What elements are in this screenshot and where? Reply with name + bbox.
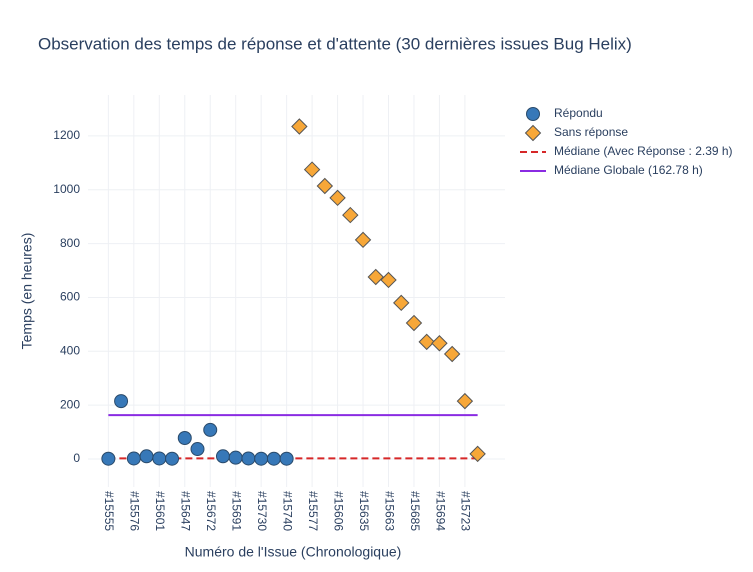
y-tick-label: 0 (73, 451, 80, 465)
point (177, 431, 192, 445)
point (469, 445, 486, 463)
point (126, 451, 141, 466)
legend-symbol (524, 124, 542, 142)
y-tick-label: 400 (60, 343, 80, 357)
point (152, 451, 167, 466)
x-tick-label: #15694 (433, 491, 447, 531)
point (190, 442, 205, 457)
point (266, 451, 281, 466)
point (279, 451, 294, 466)
point (114, 394, 129, 409)
point (405, 314, 423, 332)
point (228, 450, 243, 465)
x-axis-title: Numéro de l'Issue (Chronologique) (185, 544, 402, 560)
y-tick-label: 800 (60, 236, 80, 250)
point (443, 345, 461, 363)
point (303, 161, 321, 178)
point (329, 189, 346, 207)
point (354, 231, 372, 249)
point (342, 206, 359, 224)
point (139, 449, 154, 464)
x-tick-label: #15672 (204, 491, 218, 531)
point (203, 422, 218, 437)
point (241, 451, 256, 466)
point (418, 333, 435, 351)
point (165, 451, 180, 466)
point (101, 451, 116, 466)
x-tick-label: #15576 (128, 491, 142, 531)
x-tick-label: #15691 (230, 491, 244, 531)
y-tick-label: 1000 (53, 182, 80, 196)
x-tick-label: #15647 (179, 491, 193, 531)
point (215, 449, 230, 464)
point (367, 268, 384, 286)
y-tick-label: 200 (60, 397, 80, 411)
x-tick-label: #15685 (408, 491, 422, 531)
point (316, 177, 334, 195)
point (393, 294, 410, 312)
y-tick-label: 1200 (53, 128, 80, 142)
legend-symbol (526, 107, 540, 121)
point (431, 335, 448, 352)
chart-title: Observation des temps de réponse et d'at… (38, 34, 632, 53)
x-tick-label: #15577 (306, 491, 320, 531)
legend-label: Médiane (Avec Réponse : 2.39 h) (554, 144, 733, 158)
point (380, 271, 397, 289)
x-tick-label: #15663 (382, 491, 396, 531)
point (291, 118, 308, 135)
x-tick-label: #15635 (357, 491, 371, 531)
x-tick-label: #15606 (331, 491, 345, 531)
x-tick-label: #15601 (153, 491, 167, 531)
legend-label: Répondu (554, 106, 603, 120)
y-axis-title: Temps (en heures) (19, 233, 35, 350)
point (456, 392, 474, 410)
x-tick-label: #15555 (102, 491, 116, 531)
legend-label: Médiane Globale (162.78 h) (554, 163, 703, 177)
x-tick-label: #15723 (459, 491, 473, 531)
legend-label: Sans réponse (554, 125, 628, 139)
x-tick-label: #15730 (255, 491, 269, 531)
point (254, 451, 269, 466)
y-tick-label: 600 (60, 290, 80, 304)
x-tick-label: #15740 (280, 491, 294, 531)
